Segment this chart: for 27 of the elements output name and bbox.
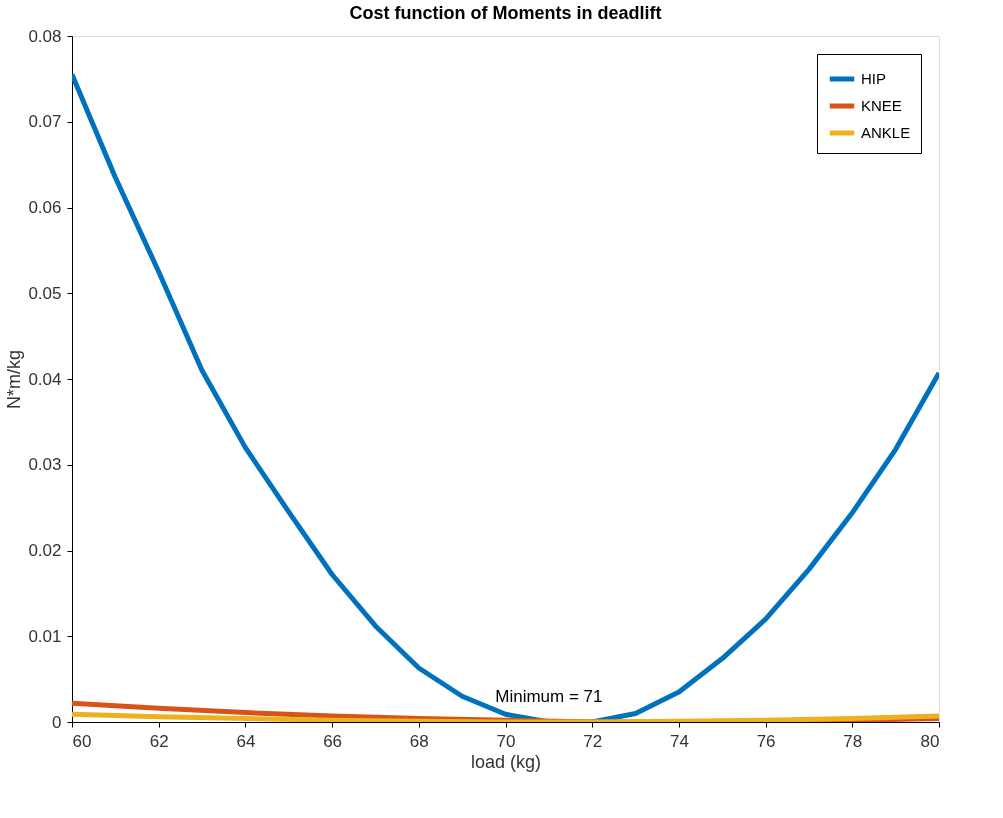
y-tick-label: 0.07 (28, 112, 62, 132)
y-tick-label: 0.03 (28, 455, 62, 475)
y-tick-label: 0.02 (28, 541, 62, 560)
legend-label: KNEE (861, 97, 902, 114)
x-tick-label: 60 (72, 731, 92, 751)
y-tick-label: 0.01 (28, 626, 62, 646)
x-tick-label: 80 (920, 731, 940, 751)
x-tick-label: 62 (149, 731, 169, 751)
y-tick-label: 0.04 (28, 369, 62, 389)
x-tick-label: 64 (236, 731, 256, 751)
x-tick-label: 72 (583, 731, 603, 751)
x-tick-label: 68 (409, 731, 429, 751)
x-tick-label: 74 (669, 731, 689, 751)
y-tick-label: 0.05 (28, 283, 62, 303)
x-axis-title: load (kg) (470, 751, 542, 772)
legend-label: HIP (861, 70, 887, 87)
annotation: Minimum = 71 (495, 687, 603, 706)
legend-label: ANKLE (861, 124, 911, 141)
x-tick-label: 76 (756, 731, 776, 751)
x-tick-label: 70 (496, 731, 516, 751)
x-tick-label: 66 (323, 731, 343, 751)
y-tick-label: 0 (52, 712, 62, 732)
x-tick-label: 78 (843, 731, 863, 751)
y-tick-label: 0.08 (28, 26, 62, 46)
y-tick-label: 0.06 (28, 198, 62, 217)
y-axis-title: N*m/kg (4, 349, 25, 410)
chart-title: Cost function of Moments in deadlift (349, 3, 662, 23)
